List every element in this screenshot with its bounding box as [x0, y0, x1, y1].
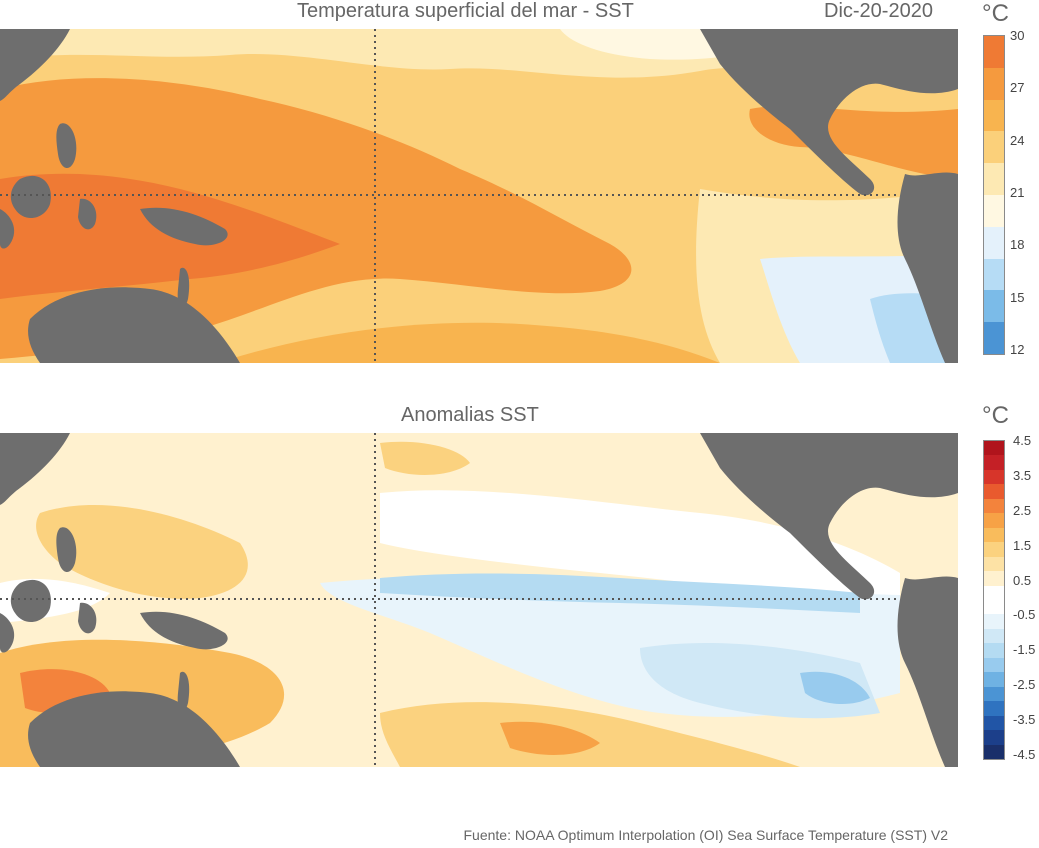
anomaly-colorbar-swatch: [984, 441, 1004, 456]
anomaly-colorbar-swatch: [984, 571, 1004, 587]
sst-land-philippines: [56, 123, 77, 169]
anomaly-land-southamerica: [897, 576, 958, 767]
sst-land-southamerica: [897, 172, 958, 363]
sst-colorbar-tick-label: 12: [1010, 342, 1025, 357]
anomaly-map: [0, 433, 958, 767]
anomaly-land-borneo: [10, 579, 51, 623]
sst-colorbar-swatch: [984, 67, 1004, 101]
sst-colorbar-tick-label: 21: [1010, 185, 1025, 200]
anomaly-cool-southeast-core: [800, 671, 870, 705]
anomaly-colorbar-swatch: [984, 542, 1004, 558]
anomaly-warm-south-band: [380, 702, 800, 767]
anomaly-colorbar-tick-label: 2.5: [1013, 502, 1032, 518]
anomaly-warm-north-patch: [380, 441, 470, 475]
anomaly-colorbar-tick-label: -3.5: [1013, 712, 1036, 728]
anomaly-colorbar-swatch: [984, 730, 1004, 746]
sst-land-sulawesi: [78, 198, 97, 230]
anomaly-colorbar-tick-label: 0.5: [1013, 572, 1032, 588]
sst-title: Temperatura superficial del mar - SST: [297, 0, 634, 22]
anomaly-colorbar-tick-label: -4.5: [1013, 747, 1036, 762]
anomaly-colorbar-swatch: [984, 657, 1004, 673]
sst-map-svg: [0, 29, 958, 363]
sst-colorbar-swatch: [984, 290, 1004, 323]
source-note: Fuente: NOAA Optimum Interpolation (OI) …: [463, 827, 948, 843]
anomaly-colorbar-swatch: [984, 455, 1004, 471]
sst-land-australia: [28, 287, 240, 363]
sst-unit-label: °C: [982, 0, 1009, 27]
anomaly-colorbar-swatch: [984, 715, 1004, 731]
anomaly-land-philippines: [56, 527, 77, 573]
sst-colorbar-tick-label: 18: [1010, 237, 1025, 253]
anomaly-unit-label: °C: [982, 402, 1009, 429]
anomaly-colorbar-tick-label: 4.5: [1013, 433, 1032, 448]
sst-colorbar-tick-label: 27: [1010, 80, 1025, 96]
anomaly-colorbar-swatch: [984, 513, 1004, 529]
anomaly-colorbar-tick-label: -2.5: [1013, 677, 1036, 693]
anomaly-land: [0, 433, 958, 767]
sst-south-band: [230, 322, 720, 363]
anomaly-colorbar-swatch: [984, 469, 1004, 485]
sst-colorbar-swatch: [984, 322, 1004, 355]
anomaly-colorbar: [983, 440, 1005, 760]
anomaly-land-sulawesi: [78, 602, 97, 634]
sst-land-newguinea: [140, 207, 228, 246]
sst-colorbar-swatch: [984, 258, 1004, 291]
sst-colorbar-swatch: [984, 226, 1004, 260]
anomaly-colorbar-swatch: [984, 672, 1004, 688]
sst-land-borneo: [10, 175, 51, 219]
sst-land-northamerica: [700, 29, 958, 196]
anomaly-colorbar-tick-label: 3.5: [1013, 467, 1032, 483]
sst-land: [0, 29, 958, 363]
sst-colorbar-swatch: [984, 195, 1004, 228]
anomaly-neutral-north: [380, 490, 900, 603]
sst-colorbar-swatch: [984, 36, 1004, 69]
sst-colorbar-tick-label: 15: [1010, 289, 1025, 305]
anomaly-land-newguinea: [140, 611, 228, 650]
anomaly-land-newcaledonia: [177, 671, 190, 712]
anomaly-cool-core: [380, 573, 860, 613]
anomaly-colorbar-tick-label: -1.5: [1013, 642, 1036, 658]
anomaly-colorbar-swatch: [984, 556, 1004, 572]
anomaly-warm-west-north: [36, 504, 248, 599]
sst-date: Dic-20-2020: [824, 0, 933, 22]
anomaly-colorbar-tick-label: 1.5: [1013, 537, 1032, 553]
anomaly-map-svg: [0, 433, 958, 767]
sst-land-asia: [0, 29, 70, 101]
anomaly-colorbar-swatch: [984, 498, 1004, 514]
sst-colorbar-swatch: [984, 131, 1004, 164]
anomaly-colorbar-swatch: [984, 527, 1004, 543]
sst-colorbar-tick-label: 24: [1010, 132, 1025, 148]
anomaly-title: Anomalias SST: [401, 404, 539, 426]
anomaly-colorbar-swatch: [984, 628, 1004, 644]
sst-colorbar: [983, 35, 1005, 355]
sst-colorbar-swatch: [984, 163, 1004, 196]
anomaly-colorbar-swatch: [984, 585, 1004, 601]
anomaly-land-sumatra: [0, 613, 15, 653]
anomaly-land-australia: [28, 691, 240, 767]
sst-map: [0, 29, 958, 363]
anomaly-warm-south-core: [500, 721, 600, 755]
anomaly-colorbar-swatch: [984, 643, 1004, 659]
anomaly-land-northamerica: [700, 433, 958, 600]
anomaly-colorbar-swatch: [984, 701, 1004, 717]
anomaly-colorbar-swatch: [984, 614, 1004, 630]
anomaly-colorbar-swatch: [984, 600, 1004, 615]
sst-colorbar-tick-label: 30: [1010, 28, 1025, 43]
anomaly-colorbar-swatch: [984, 484, 1004, 500]
sst-land-sumatra: [0, 209, 15, 249]
anomaly-colorbar-swatch: [984, 686, 1004, 702]
sst-colorbar-swatch: [984, 99, 1004, 132]
sst-land-newcaledonia: [177, 267, 190, 308]
anomaly-colorbar-swatch: [984, 744, 1004, 760]
anomaly-land-asia: [0, 433, 70, 505]
anomaly-colorbar-tick-label: -0.5: [1013, 607, 1036, 623]
